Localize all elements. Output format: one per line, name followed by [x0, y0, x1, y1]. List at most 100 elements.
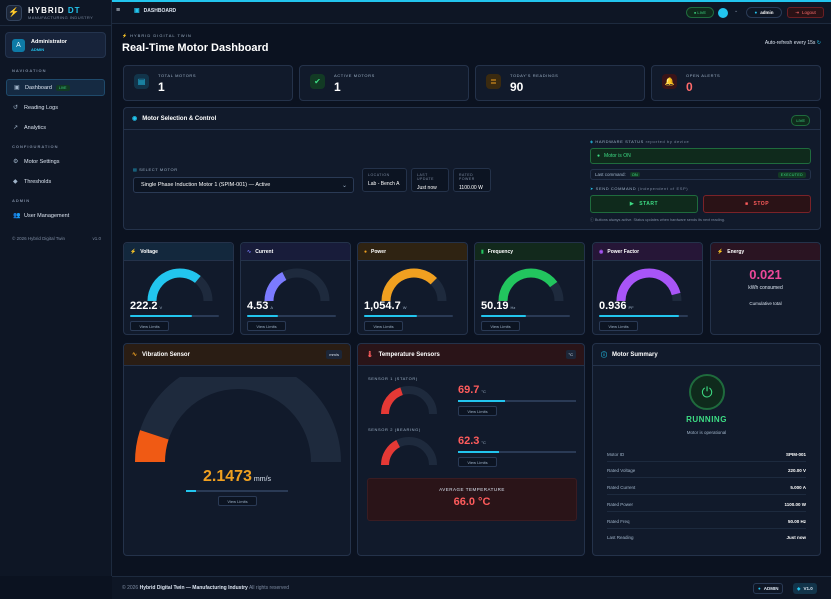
metric-header: ⚡ Voltage: [124, 243, 233, 261]
users-icon: 👥: [13, 213, 21, 219]
vibration-bar: [186, 490, 288, 492]
bolt-logo-icon: ⚡: [6, 4, 22, 21]
summary-row: Motor ID SPIM-001: [607, 452, 806, 462]
sidebar-item-label: Dashboard: [25, 84, 52, 91]
metric-card-energy: ⚡ Energy 0.021 kWh consumed Cumulative t…: [710, 242, 821, 335]
auto-refresh-indicator[interactable]: Auto-refresh every 15s ↻: [764, 40, 821, 46]
stop-button[interactable]: ■ STOP: [703, 195, 811, 213]
sidebar-copyright: © 2026 Hybrid Digital Twin: [12, 236, 66, 241]
metric-header: ⚡ Energy: [711, 243, 820, 261]
metric-header: ● Power: [358, 243, 467, 261]
average-temperature-box: AVERAGE TEMPERATURE 66.0 °C: [367, 478, 577, 521]
stop-icon: ■: [744, 201, 749, 207]
view-limits-button[interactable]: View Limits: [481, 321, 520, 331]
view-limits-button[interactable]: View Limits: [364, 321, 403, 331]
power-icon: ⏻: [689, 374, 725, 410]
refresh-icon: ↻: [816, 40, 821, 46]
metric-icon: ◉: [599, 248, 604, 255]
logout-button[interactable]: ⇥ Logout: [787, 7, 824, 18]
metric-card-frequency: ▮ Frequency 50.19 Hz View Limits: [474, 242, 585, 335]
vibration-gauge: [135, 377, 341, 463]
sidebar-item-label: Reading Logs: [24, 104, 58, 111]
breadcrumb: ▣ DASHBOARD: [134, 7, 177, 15]
sidebar-version: v1.0: [92, 236, 101, 241]
motor-icon: ▤: [134, 74, 149, 89]
user-card[interactable]: A Administrator ADMIN: [5, 32, 106, 58]
sensor2-readout: 62.3 °C: [458, 435, 486, 447]
metric-unit: V: [159, 305, 163, 310]
user-icon: ●: [758, 586, 761, 591]
info-icon: ⓘ: [590, 218, 594, 222]
metric-header: ∿ Current: [241, 243, 350, 261]
chevron-down-icon[interactable]: ⌄: [734, 8, 739, 14]
sidebar-item-thresholds[interactable]: ◆ Thresholds: [6, 173, 105, 190]
sensor2-label: SENSOR 2 (BEARING): [368, 427, 421, 432]
metric-title: Energy: [727, 248, 745, 255]
motor-icon: ▤: [133, 167, 138, 172]
topbar: ≡ ▣ DASHBOARD ● LIVE ⌄ ● admin ⇥ Logout: [112, 0, 831, 24]
summary-row: Last Reading Just now: [607, 535, 806, 540]
motor-status-note: Motor is operational: [686, 430, 727, 435]
dashboard-icon: ▣: [14, 85, 20, 91]
logout-label: Logout: [802, 10, 816, 15]
gauge-fill: [381, 268, 437, 302]
view-limits-button[interactable]: View Limits: [218, 496, 257, 506]
last-update-value: Just now: [417, 185, 437, 191]
rated-power-value: 1100.00 W: [459, 185, 483, 191]
command-state-badge: EXECUTED: [777, 171, 806, 178]
brand-name: HYBRID DT: [28, 5, 81, 15]
view-limits-button[interactable]: View Limits: [458, 406, 497, 416]
motor-select[interactable]: Single Phase Induction Motor 1 (SPIM-001…: [133, 177, 354, 193]
view-limits-button[interactable]: View Limits: [458, 457, 497, 467]
sensor1-bar: [458, 400, 576, 402]
stat-label: TOTAL MOTORS: [158, 73, 197, 78]
menu-toggle-icon[interactable]: ≡: [116, 7, 121, 14]
admin-menu-button[interactable]: ● admin: [746, 7, 782, 18]
start-label: START: [639, 201, 659, 207]
sidebar-item-dashboard[interactable]: ▣ Dashboard LIVE: [6, 79, 105, 96]
bolt-icon: ⚡: [717, 248, 724, 255]
start-button[interactable]: ▶ START: [590, 195, 698, 213]
energy-value: 0.021: [749, 267, 782, 282]
sidebar-item-user-management[interactable]: 👥 User Management: [6, 207, 105, 224]
metric-readout: 222.2 V: [130, 300, 162, 312]
card-header: ◉ Motor Selection & Control: [124, 108, 820, 130]
status-dot-icon: ●: [597, 153, 601, 159]
hardware-status-text: Motor is ON: [604, 153, 631, 159]
tag-icon: ◆: [797, 585, 801, 591]
user-avatar[interactable]: [718, 8, 728, 18]
summary-row: Rated Voltage 220.00 V: [607, 468, 806, 478]
user-name: Administrator: [31, 38, 68, 45]
sidebar-item-analytics[interactable]: ↗ Analytics: [6, 119, 105, 136]
view-limits-button[interactable]: View Limits: [599, 321, 638, 331]
selected-motor: Single Phase Induction Motor 1 (SPIM-001…: [141, 182, 271, 188]
last-update-label: LAST UPDATE: [417, 173, 434, 181]
brand[interactable]: ⚡ HYBRID DT MANUFACTURING INDUSTRY: [0, 0, 111, 26]
view-limits-button[interactable]: View Limits: [130, 321, 169, 331]
metric-card-power: ● Power 1,054.7 W View Limits: [357, 242, 468, 335]
sidebar-footer: © 2026 Hybrid Digital Twin v1.0: [12, 236, 101, 241]
breadcrumb-label: DASHBOARD: [143, 7, 177, 14]
view-limits-button[interactable]: View Limits: [247, 321, 286, 331]
live-badge: LIVE: [55, 84, 70, 91]
metric-value: 0.936: [599, 300, 627, 312]
metric-unit: A: [270, 305, 274, 310]
summary-row: Rated Freq 50.00 Hz: [607, 519, 806, 529]
energy-unit: kWh consumed: [748, 285, 783, 291]
chart-line-icon: ↗: [13, 125, 19, 131]
metric-readout: 4.53 A: [247, 300, 273, 312]
stat-value: 0: [686, 80, 693, 94]
metric-title: Current: [255, 248, 274, 255]
wave-icon: ∿: [132, 352, 138, 358]
metric-header: ◉ Power Factor: [593, 243, 702, 261]
sidebar-item-reading-logs[interactable]: ↺ Reading Logs: [6, 99, 105, 116]
last-command-value: ON: [629, 172, 640, 177]
metric-value: 1,054.7: [364, 300, 401, 312]
sidebar-item-motor-settings[interactable]: ⚙ Motor Settings: [6, 153, 105, 170]
metric-bar: [130, 315, 219, 317]
metric-title: Voltage: [140, 248, 158, 255]
sensor1-label: SENSOR 1 (STATOR): [368, 376, 418, 381]
footer-admin-badge: ● ADMIN: [753, 583, 784, 594]
stat-card-todays-readings: ≣ TODAY'S READINGS 90: [475, 65, 645, 101]
metric-gauge: [264, 268, 330, 302]
